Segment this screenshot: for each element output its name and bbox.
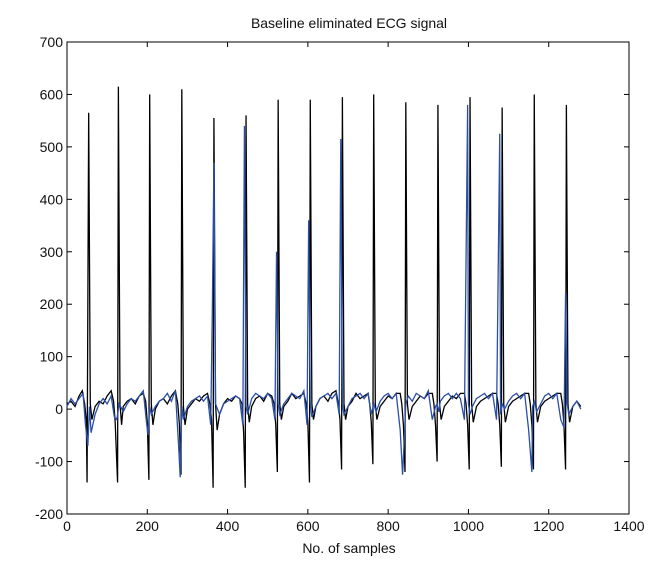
plot-area-frame	[66, 41, 630, 515]
y-tick-label: 0	[55, 401, 63, 417]
y-tick-label: -100	[35, 454, 63, 470]
y-tick-label: 500	[40, 139, 64, 155]
y-tick-label: -200	[35, 506, 63, 522]
series-group	[66, 86, 582, 488]
x-tick-label: 1000	[453, 518, 484, 534]
x-tick-label: 200	[136, 518, 160, 534]
y-tick-label: 400	[40, 191, 64, 207]
y-tick-label: 200	[40, 296, 64, 312]
y-tick-label: 600	[40, 86, 64, 102]
x-axis-label: No. of samples	[302, 540, 395, 556]
ecg-series-line-black	[66, 86, 582, 488]
x-tick-label: 1400	[613, 518, 644, 534]
x-tick-label: 1200	[533, 518, 564, 534]
y-tick-label: 100	[40, 349, 64, 365]
x-tick-label: 600	[296, 518, 320, 534]
axis-ticks: 0 200 400 600 800 1000 1200 1400 -200 -100 0 100 200…	[35, 34, 645, 534]
x-tick-label: 800	[376, 518, 400, 534]
x-tick-label: 0	[63, 518, 71, 534]
y-tick-label: 300	[40, 244, 64, 260]
ecg-series-line-blue	[66, 104, 582, 478]
x-tick-label: 400	[216, 518, 240, 534]
chart-title: Baseline eliminated ECG signal	[251, 15, 447, 31]
y-tick-label: 700	[40, 34, 64, 50]
